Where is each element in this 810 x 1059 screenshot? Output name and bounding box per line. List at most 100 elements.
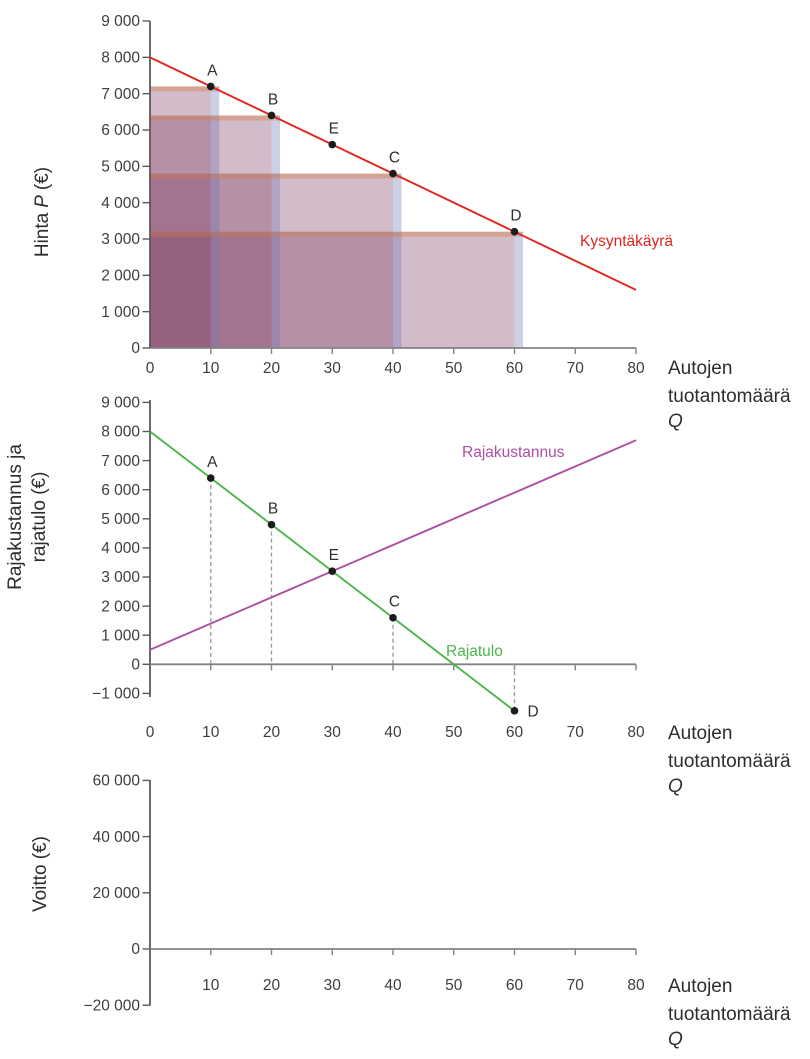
marginal-chart: 9 000 8 000 7 000 6 000 5 000 4 000 3 000 2 000… xyxy=(92,395,645,741)
point-label-C: C xyxy=(389,594,400,611)
revenue-rect-top-edge-A xyxy=(150,86,220,92)
axes: 9 000 8 000 7 000 6 000 5 000 4 000 3 000 2 000… xyxy=(101,13,645,377)
x-tick-label: 0 xyxy=(146,360,155,377)
point-label-C: C xyxy=(389,150,400,167)
revenue-rect-right-edge-D xyxy=(514,231,523,348)
x-tick-label: 60 xyxy=(506,724,524,741)
revenue-rect-top-edge-D xyxy=(150,231,523,237)
y-tick-label: 7 000 xyxy=(101,86,140,103)
axes: 9 000 8 000 7 000 6 000 5 000 4 000 3 000 2 000… xyxy=(92,395,645,741)
y-tick-label: 3 000 xyxy=(101,569,140,586)
point-label-D: D xyxy=(528,703,539,720)
x-tick-label: 20 xyxy=(263,360,281,377)
revenue-rect-fill-C xyxy=(150,173,393,348)
x-tick-label: 50 xyxy=(445,360,463,377)
point-dot-B xyxy=(267,520,276,529)
x-tick-label: 30 xyxy=(324,977,342,994)
y-tick-label: 4 000 xyxy=(101,540,140,557)
revenue-rect-right-edge-A xyxy=(210,86,220,349)
quantity-title-line1: Autojen xyxy=(668,976,732,997)
y-tick-label: 40 000 xyxy=(93,829,141,846)
quantity-title-q: Q xyxy=(668,1029,683,1050)
point-dot-E xyxy=(328,567,337,575)
y-tick-label: 9 000 xyxy=(101,395,140,412)
revenue-rect-right-edge-B xyxy=(271,115,280,348)
profit-axis-title: Voitto (€) xyxy=(30,836,51,912)
x-tick-label: 10 xyxy=(202,977,220,994)
y-tick-label: 8 000 xyxy=(101,50,140,67)
point-dot-E xyxy=(328,140,337,149)
point-dot-C xyxy=(389,169,397,178)
x-tick-label: 80 xyxy=(627,724,645,741)
curve-label-Rajatulo: Rajatulo xyxy=(446,643,503,660)
x-tick-label: 40 xyxy=(384,724,402,741)
x-tick-label: 20 xyxy=(263,724,281,741)
y-tick-label: 2 000 xyxy=(101,598,140,615)
x-tick-label: 40 xyxy=(384,977,402,994)
y-tick-label: 3 000 xyxy=(101,231,140,248)
y-tick-label: 5 000 xyxy=(101,159,140,176)
point-label-A: A xyxy=(207,62,218,79)
point-dot-B xyxy=(267,111,276,120)
x-tick-label: 80 xyxy=(627,360,645,377)
charts-layer: 9 000 8 000 7 000 6 000 5 000 4 000 3 000 2 000… xyxy=(84,13,674,1014)
y-tick-label: 0 xyxy=(131,340,140,357)
point-dot-D xyxy=(510,707,519,715)
marginal-axis-title-line2: rajatulo (€) xyxy=(29,472,50,563)
quantity-title-line2: tuotantomäärä xyxy=(668,386,791,407)
revenue-rect-right-edge-C xyxy=(393,173,402,348)
profit-chart: 60 000 40 000 20 000 0 −20 000 10 20 30 40 50 60 70… xyxy=(84,773,645,1015)
curve-label-Kysyntäkäyrä: Kysyntäkäyrä xyxy=(580,233,673,250)
price-axis-title-italic: P xyxy=(32,195,53,208)
price-axis-title: Hinta P (€) xyxy=(32,167,53,257)
y-tick-label: 7 000 xyxy=(101,453,140,470)
y-tick-label: −1 000 xyxy=(92,686,140,703)
x-tick-label: 70 xyxy=(567,724,585,741)
quantity-title-q: Q xyxy=(668,776,683,797)
y-tick-label: 1 000 xyxy=(101,627,140,644)
y-tick-label: 6 000 xyxy=(101,122,140,139)
x-tick-label: 70 xyxy=(567,360,585,377)
x-tick-label: 30 xyxy=(324,360,342,377)
point-dot-D xyxy=(510,227,519,236)
marginal-axis-title-line1: Rajakustannus ja xyxy=(5,444,26,590)
y-tick-label: 8 000 xyxy=(101,424,140,441)
x-tick-label: 80 xyxy=(627,977,645,994)
quantity-axis-title-middle: Autojen tuotantomäärä Q xyxy=(668,723,791,797)
point-dot-A xyxy=(206,474,215,482)
y-tick-label: 2 000 xyxy=(101,268,140,285)
y-tick-label: −20 000 xyxy=(84,997,141,1014)
y-tick-label: 0 xyxy=(131,657,140,674)
quantity-title-q: Q xyxy=(668,411,683,432)
revenue-rect-fill-A xyxy=(150,86,211,349)
y-tick-label: 5 000 xyxy=(101,511,140,528)
point-label-B: B xyxy=(268,91,278,108)
point-label-E: E xyxy=(329,547,339,564)
revenue-rect-fill-D xyxy=(150,231,515,348)
point-label-D: D xyxy=(510,208,521,225)
x-tick-label: 10 xyxy=(202,724,220,741)
price-axis-title-post: (€) xyxy=(32,167,53,190)
point-dot-C xyxy=(389,613,397,622)
y-tick-label: 20 000 xyxy=(93,885,141,902)
quantity-title-line1: Autojen xyxy=(668,723,732,744)
quantity-axis-title-top: Autojen tuotantomäärä Q xyxy=(668,358,791,432)
x-tick-label: 60 xyxy=(506,977,524,994)
revenue-rect-fill-B xyxy=(150,115,272,348)
x-tick-label: 70 xyxy=(567,977,585,994)
revenue-rectangles xyxy=(150,86,523,349)
point-label-A: A xyxy=(207,454,218,471)
quantity-axis-title-bottom: Autojen tuotantomäärä Q xyxy=(668,976,791,1050)
point-dot-A xyxy=(206,82,215,91)
point-label-E: E xyxy=(329,121,339,138)
y-tick-label: 9 000 xyxy=(101,13,140,30)
x-tick-label: 20 xyxy=(263,977,281,994)
x-tick-label: 50 xyxy=(445,977,463,994)
x-tick-label: 30 xyxy=(324,724,342,741)
quantity-title-line2: tuotantomäärä xyxy=(668,1004,791,1025)
point-label-B: B xyxy=(268,501,278,518)
axes: 60 000 40 000 20 000 0 −20 000 10 20 30 40 50 60 70… xyxy=(84,773,645,1015)
curve-label-Rajakustannus: Rajakustannus xyxy=(462,444,565,461)
